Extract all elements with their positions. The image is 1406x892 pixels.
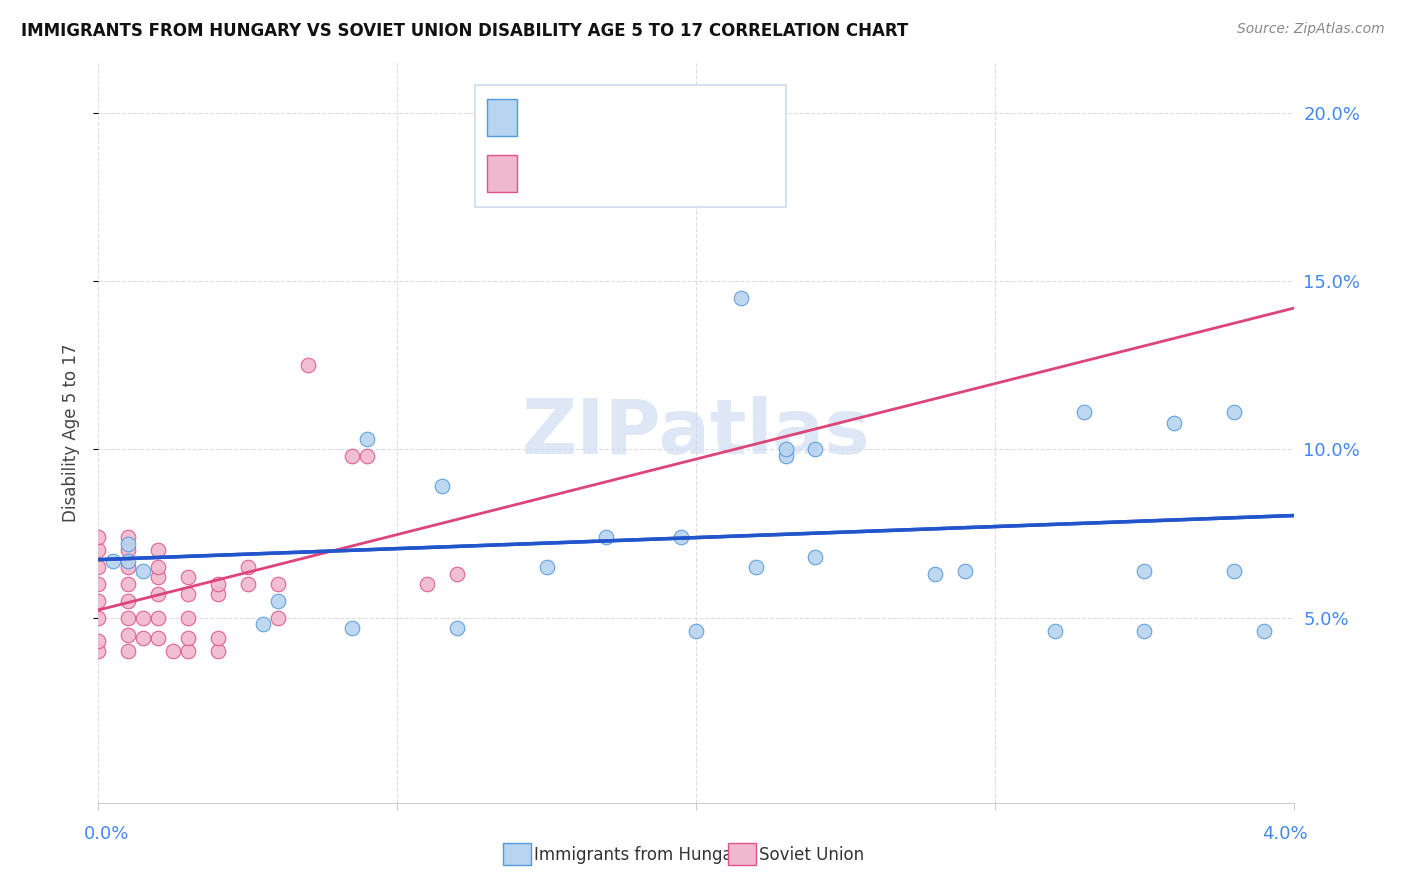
Bar [486, 155, 517, 192]
Point [207, 587, 229, 601]
Point [207, 644, 229, 658]
Point [685, 624, 707, 639]
Text: Soviet Union: Soviet Union [759, 846, 865, 863]
Point [117, 644, 139, 658]
Point [207, 577, 229, 591]
Point [117, 530, 139, 544]
Point [252, 617, 274, 632]
Text: 0.0%: 0.0% [84, 825, 129, 843]
Point [342, 621, 364, 635]
Point [207, 631, 229, 645]
Point [430, 479, 453, 493]
Point [1133, 564, 1156, 578]
Text: IMMIGRANTS FROM HUNGARY VS SOVIET UNION DISABILITY AGE 5 TO 17 CORRELATION CHART: IMMIGRANTS FROM HUNGARY VS SOVIET UNION … [21, 22, 908, 40]
Point [162, 644, 184, 658]
Text: R = 0.391: R = 0.391 [529, 163, 619, 181]
Y-axis label: Disability Age 5 to 17: Disability Age 5 to 17 [62, 343, 80, 522]
Point [148, 631, 170, 645]
Point [87, 634, 110, 648]
Point [775, 442, 797, 457]
Point [1253, 624, 1275, 639]
Point [117, 627, 139, 641]
Point [117, 577, 139, 591]
Point [924, 566, 946, 581]
Point [297, 359, 319, 373]
Point [446, 621, 468, 635]
Text: 4.0%: 4.0% [1263, 825, 1308, 843]
Point [148, 570, 170, 584]
Point [804, 442, 827, 457]
Point [953, 564, 976, 578]
Point [103, 553, 125, 567]
Text: Immigrants from Hungary: Immigrants from Hungary [534, 846, 749, 863]
Point [87, 560, 110, 574]
Point [87, 610, 110, 624]
Point [1163, 416, 1185, 430]
Point [117, 536, 139, 550]
Point [446, 566, 468, 581]
Text: N = 43: N = 43 [648, 163, 711, 181]
Point [132, 564, 155, 578]
Point [536, 560, 558, 574]
Point [1073, 405, 1095, 419]
Point [117, 594, 139, 608]
Point [132, 631, 155, 645]
Text: R = 0.377: R = 0.377 [529, 107, 619, 125]
Point [87, 594, 110, 608]
FancyBboxPatch shape [475, 85, 786, 207]
Point [117, 610, 139, 624]
Point [117, 543, 139, 558]
Point [177, 644, 200, 658]
Text: ZIPatlas: ZIPatlas [522, 396, 870, 469]
Point [267, 577, 290, 591]
Point [177, 570, 200, 584]
Point [236, 560, 259, 574]
Point [1223, 564, 1246, 578]
Point [177, 631, 200, 645]
Point [87, 530, 110, 544]
Point [87, 644, 110, 658]
Bar [486, 99, 517, 136]
Point [267, 610, 290, 624]
Point [148, 560, 170, 574]
Point [775, 449, 797, 463]
Point [117, 553, 139, 567]
Point [730, 291, 752, 305]
Text: Source: ZipAtlas.com: Source: ZipAtlas.com [1237, 22, 1385, 37]
Point [87, 543, 110, 558]
Point [177, 610, 200, 624]
Point [177, 587, 200, 601]
Point [356, 449, 378, 463]
Point [236, 577, 259, 591]
Point [132, 610, 155, 624]
Point [87, 577, 110, 591]
Point [804, 550, 827, 565]
Point [148, 610, 170, 624]
Point [117, 560, 139, 574]
Point [267, 594, 290, 608]
Point [669, 530, 692, 544]
Point [595, 530, 617, 544]
Point [1043, 624, 1066, 639]
Point [1133, 624, 1156, 639]
Point [356, 433, 378, 447]
Point [745, 560, 768, 574]
Text: N = 18: N = 18 [648, 107, 711, 125]
Point [416, 577, 439, 591]
Point [148, 543, 170, 558]
Point [148, 587, 170, 601]
Point [1223, 405, 1246, 419]
Point [342, 449, 364, 463]
